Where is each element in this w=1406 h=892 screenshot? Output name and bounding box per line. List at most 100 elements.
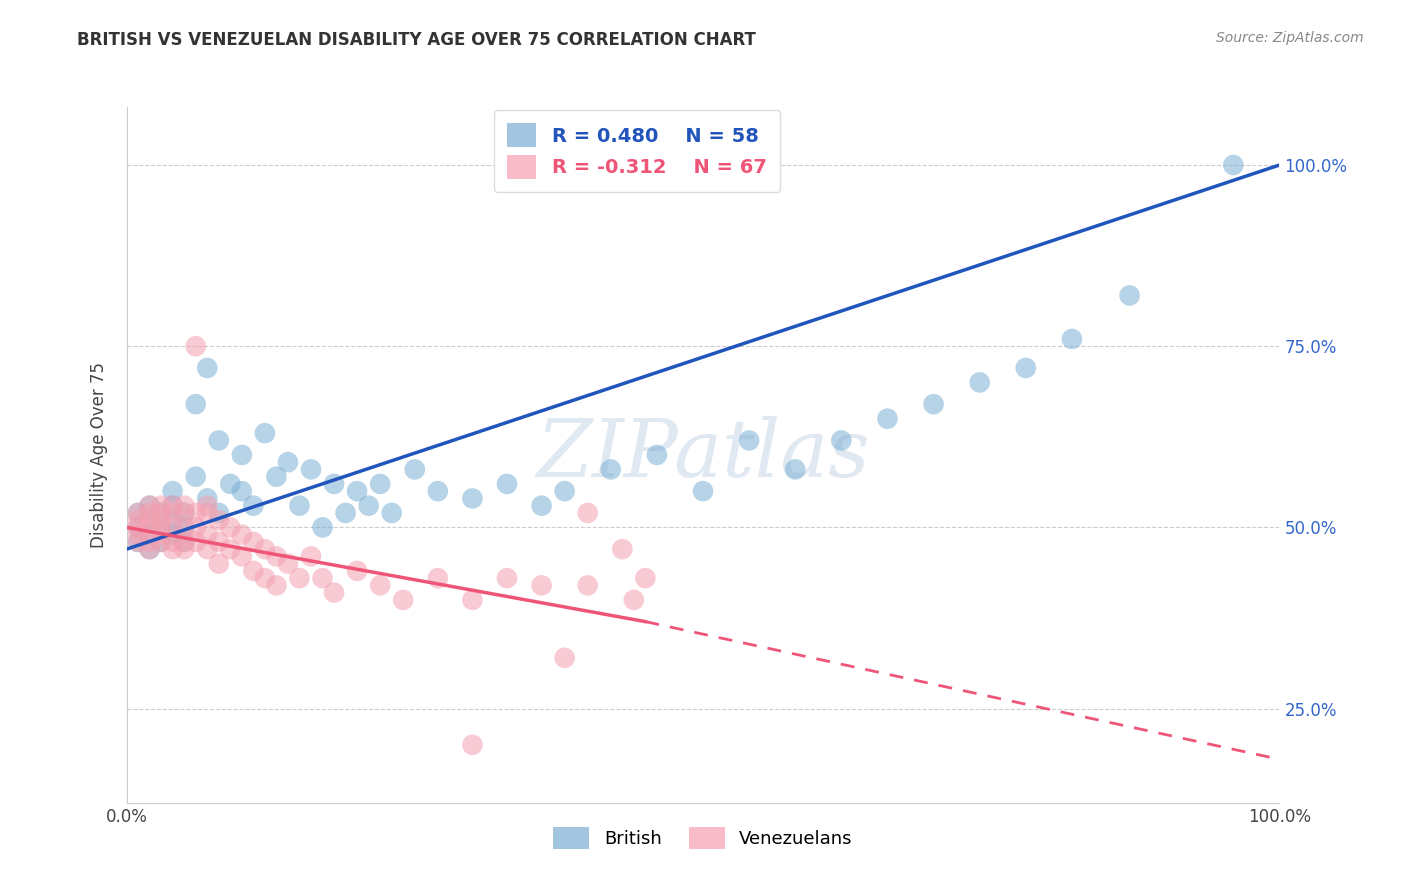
Point: [162, 513, 184, 527]
Point: [208, 557, 231, 571]
Point: [830, 434, 852, 448]
Point: [496, 476, 519, 491]
Point: [599, 462, 621, 476]
Point: [231, 549, 253, 564]
Point: [127, 527, 149, 541]
Point: [922, 397, 945, 411]
Point: [253, 426, 276, 441]
Point: [208, 434, 231, 448]
Point: [173, 520, 195, 534]
Point: [554, 484, 576, 499]
Point: [127, 506, 149, 520]
Point: [530, 499, 553, 513]
Point: [138, 527, 160, 541]
Point: [266, 578, 288, 592]
Point: [150, 535, 173, 549]
Point: [173, 542, 195, 557]
Point: [173, 499, 195, 513]
Point: [138, 542, 160, 557]
Point: [323, 585, 346, 599]
Point: [392, 592, 415, 607]
Point: [173, 506, 195, 520]
Point: [231, 448, 253, 462]
Point: [554, 651, 576, 665]
Point: [138, 513, 160, 527]
Point: [127, 535, 149, 549]
Point: [162, 535, 184, 549]
Point: [404, 462, 426, 476]
Point: [1015, 361, 1038, 376]
Text: BRITISH VS VENEZUELAN DISABILITY AGE OVER 75 CORRELATION CHART: BRITISH VS VENEZUELAN DISABILITY AGE OVE…: [77, 31, 756, 49]
Point: [311, 520, 333, 534]
Point: [184, 339, 207, 353]
Point: [426, 484, 449, 499]
Point: [461, 491, 484, 506]
Point: [266, 549, 288, 564]
Point: [1118, 288, 1140, 302]
Point: [219, 520, 242, 534]
Point: [231, 484, 253, 499]
Point: [184, 506, 207, 520]
Point: [299, 549, 322, 564]
Point: [150, 513, 173, 527]
Point: [785, 462, 807, 476]
Point: [876, 411, 898, 425]
Point: [645, 448, 668, 462]
Point: [208, 506, 231, 520]
Text: ZIPatlas: ZIPatlas: [536, 417, 870, 493]
Point: [277, 455, 299, 469]
Point: [253, 542, 276, 557]
Point: [208, 535, 231, 549]
Point: [150, 520, 173, 534]
Point: [242, 499, 264, 513]
Point: [150, 520, 173, 534]
Point: [692, 484, 714, 499]
Point: [195, 542, 218, 557]
Point: [277, 557, 299, 571]
Point: [738, 434, 761, 448]
Point: [219, 542, 242, 557]
Point: [253, 571, 276, 585]
Point: [242, 564, 264, 578]
Point: [184, 535, 207, 549]
Point: [138, 506, 160, 520]
Point: [634, 571, 657, 585]
Point: [127, 513, 149, 527]
Point: [173, 520, 195, 534]
Point: [195, 499, 218, 513]
Point: [173, 506, 195, 520]
Point: [368, 476, 391, 491]
Point: [311, 571, 333, 585]
Legend: British, Venezuelans: British, Venezuelans: [546, 820, 860, 856]
Point: [346, 484, 368, 499]
Point: [173, 535, 195, 549]
Point: [138, 542, 160, 557]
Point: [184, 397, 207, 411]
Point: [266, 469, 288, 483]
Point: [195, 506, 218, 520]
Text: Source: ZipAtlas.com: Source: ZipAtlas.com: [1216, 31, 1364, 45]
Point: [530, 578, 553, 592]
Point: [138, 499, 160, 513]
Point: [150, 506, 173, 520]
Point: [323, 476, 346, 491]
Point: [162, 542, 184, 557]
Point: [162, 499, 184, 513]
Point: [138, 499, 160, 513]
Point: [242, 535, 264, 549]
Point: [576, 506, 599, 520]
Point: [150, 506, 173, 520]
Y-axis label: Disability Age Over 75: Disability Age Over 75: [90, 362, 108, 548]
Point: [288, 571, 311, 585]
Point: [219, 476, 242, 491]
Point: [150, 535, 173, 549]
Point: [623, 592, 645, 607]
Point: [138, 535, 160, 549]
Point: [162, 520, 184, 534]
Point: [195, 491, 218, 506]
Point: [381, 506, 404, 520]
Point: [195, 527, 218, 541]
Point: [173, 535, 195, 549]
Point: [612, 542, 634, 557]
Point: [127, 520, 149, 534]
